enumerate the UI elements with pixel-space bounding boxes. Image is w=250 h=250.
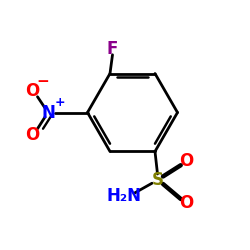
Text: H₂N: H₂N [106,188,141,206]
Text: F: F [107,40,118,58]
Text: −: − [36,74,49,89]
Text: O: O [179,152,194,170]
Text: O: O [179,194,194,212]
Text: +: + [55,96,65,110]
Text: O: O [25,126,40,144]
Text: N: N [42,104,56,122]
Text: O: O [25,82,40,100]
Text: S: S [152,171,164,189]
